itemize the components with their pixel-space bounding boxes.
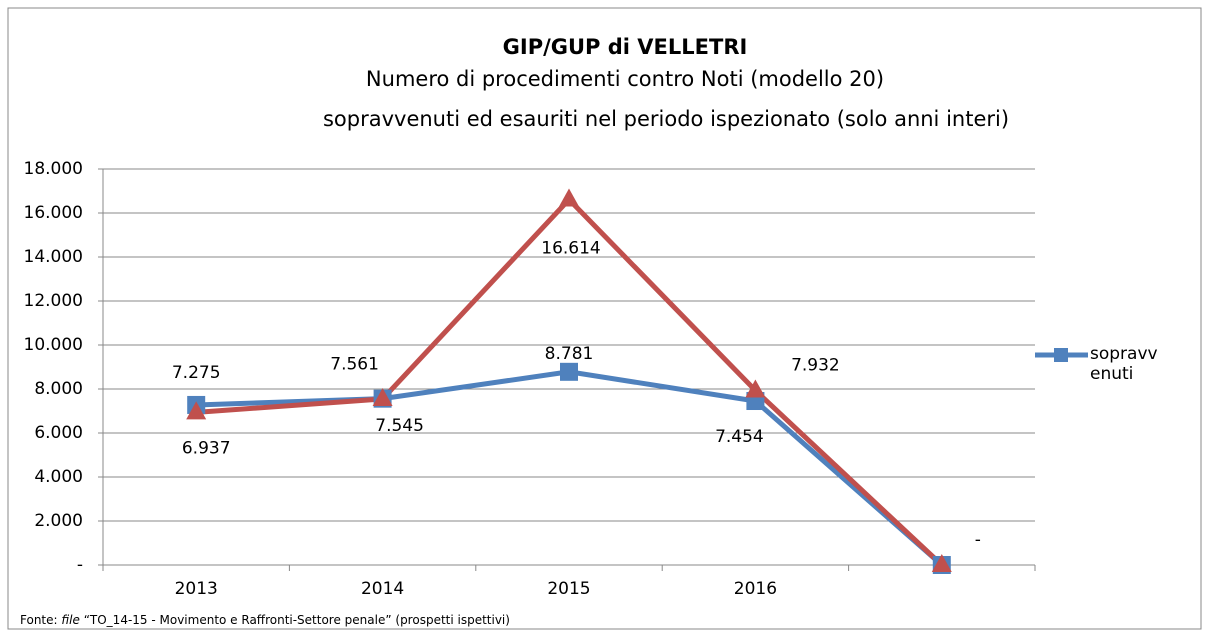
legend-marker xyxy=(1054,348,1068,362)
point xyxy=(560,362,578,381)
data-label: - xyxy=(975,530,981,550)
chart-subtitle: Numero di procedimenti contro Noti (mode… xyxy=(366,67,884,91)
source-note: Fonte: file “TO_14-15 - Movimento e Raff… xyxy=(20,613,510,627)
x-tick-label: 2013 xyxy=(175,579,218,599)
data-label: 7.561 xyxy=(330,355,379,375)
source-italic: file xyxy=(61,613,79,627)
data-label: 7.454 xyxy=(715,427,764,447)
y-tick-label: 6.000 xyxy=(34,423,83,443)
legend-label: sopravvenuti xyxy=(1090,344,1158,384)
chart-title: GIP/GUP di VELLETRI xyxy=(503,35,748,59)
y-tick-label: 4.000 xyxy=(34,467,83,487)
point xyxy=(372,388,393,407)
point xyxy=(186,401,207,420)
x-tick-label: 2016 xyxy=(734,579,777,599)
data-label: 7.545 xyxy=(375,416,424,436)
data-label: 8.781 xyxy=(545,344,594,364)
data-label: 6.937 xyxy=(182,438,231,458)
source-prefix: Fonte: xyxy=(20,613,58,627)
chart-subtitle: sopravvenuti ed esauriti nel periodo isp… xyxy=(323,107,1009,131)
y-tick-label: - xyxy=(77,555,83,575)
point xyxy=(931,554,952,572)
data-label: 16.614 xyxy=(541,238,600,258)
y-tick-label: 12.000 xyxy=(24,291,83,311)
y-tick-label: 18.000 xyxy=(24,159,83,179)
data-label: 7.275 xyxy=(172,363,221,383)
y-tick-label: 2.000 xyxy=(34,511,83,531)
x-tick-label: 2014 xyxy=(361,579,404,599)
chart-frame xyxy=(7,7,1202,630)
source-text: “TO_14-15 - Movimento e Raffronti-Settor… xyxy=(84,613,510,627)
y-tick-label: 16.000 xyxy=(24,203,83,223)
data-label: 7.932 xyxy=(791,355,840,375)
y-tick-label: 14.000 xyxy=(24,247,83,267)
point xyxy=(745,379,766,398)
x-tick-label: 2015 xyxy=(547,579,590,599)
y-tick-label: 8.000 xyxy=(34,379,83,399)
point xyxy=(559,188,579,207)
y-tick-label: 10.000 xyxy=(24,335,83,355)
